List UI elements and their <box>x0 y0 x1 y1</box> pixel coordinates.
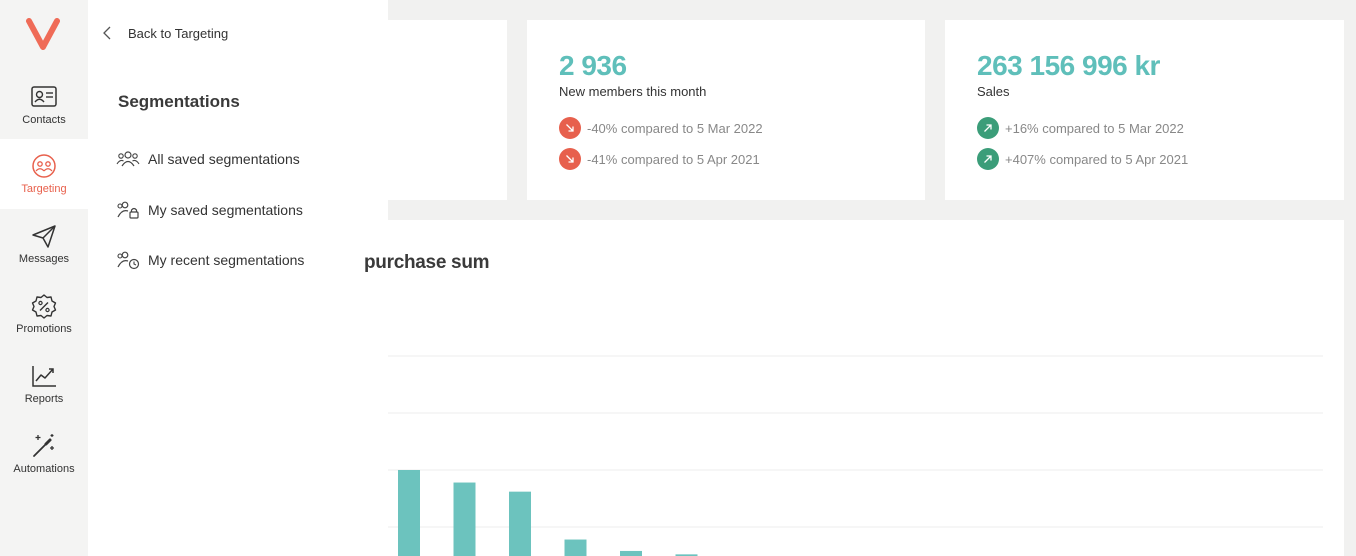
nav-reports-label: Reports <box>24 393 64 405</box>
nav-targeting-label: Targeting <box>21 183 67 195</box>
my-saved-segmentations-link[interactable]: My saved segmentations <box>116 199 303 221</box>
chevron-left-icon <box>103 26 111 40</box>
nav-rail: Contacts Targeting Messages Promotions <box>0 0 88 556</box>
comparison-row: -41% compared to 5 Apr 2021 <box>559 148 760 170</box>
nav-promotions[interactable]: Promotions <box>0 279 88 349</box>
chart-line-icon <box>32 366 56 387</box>
comparison-text: +16% compared to 5 Mar 2022 <box>1005 120 1184 136</box>
users-lock-icon <box>117 201 139 219</box>
logo-icon[interactable] <box>26 18 60 50</box>
my-recent-segmentations-link[interactable]: My recent segmentations <box>116 249 304 271</box>
sales-value: 263 156 996 kr <box>977 50 1160 81</box>
seg-item-label: All saved segmentations <box>148 151 300 167</box>
seg-item-label: My recent segmentations <box>148 252 305 268</box>
chart-bar[interactable] <box>509 491 531 556</box>
contacts-icon <box>31 86 57 107</box>
chart-bar[interactable] <box>398 470 420 556</box>
comparison-row: +407% compared to 5 Apr 2021 <box>977 148 1188 170</box>
all-saved-segmentations-link[interactable]: All saved segmentations <box>116 148 300 170</box>
trend-up-icon <box>977 117 999 139</box>
comparison-text: -41% compared to 5 Apr 2021 <box>587 151 760 167</box>
nav-automations-label: Automations <box>13 463 75 475</box>
comparison-text: +407% compared to 5 Apr 2021 <box>1005 151 1189 167</box>
targeting-icon <box>32 154 56 178</box>
new-members-label: New members this month <box>559 84 707 99</box>
users-clock-icon <box>117 251 140 270</box>
comparison-text: -40% compared to 5 Mar 2022 <box>587 120 763 136</box>
users-group-icon <box>116 151 140 167</box>
panel-title: Segmentations <box>118 92 240 111</box>
stat-card-hidden <box>388 20 507 200</box>
new-members-card: 2 936 New members this month -40% compar… <box>527 20 925 200</box>
trend-up-icon <box>977 148 999 170</box>
chart-bar[interactable] <box>675 554 698 556</box>
nav-messages[interactable]: Messages <box>0 209 88 279</box>
new-members-value: 2 936 <box>559 50 627 81</box>
back-to-targeting-link[interactable]: Back to Targeting <box>100 22 228 44</box>
seg-item-label: My saved segmentations <box>148 202 303 218</box>
percent-badge-icon <box>31 294 57 319</box>
chart-bar[interactable] <box>453 482 476 556</box>
nav-targeting[interactable]: Targeting <box>0 139 88 209</box>
comparison-row: -40% compared to 5 Mar 2022 <box>559 117 763 139</box>
chart-bar[interactable] <box>564 539 587 556</box>
nav-promotions-label: Promotions <box>16 323 72 335</box>
trend-down-icon <box>559 148 581 170</box>
segmentations-panel: Back to Targeting Segmentations All save… <box>88 0 388 556</box>
back-label: Back to Targeting <box>128 25 229 41</box>
magic-wand-icon <box>33 434 54 457</box>
nav-automations[interactable]: Automations <box>0 419 88 489</box>
purchase-sum-chart <box>388 355 1323 556</box>
sales-card: 263 156 996 kr Sales +16% compared to 5 … <box>945 20 1344 200</box>
chart-title: purchase sum <box>364 252 490 273</box>
nav-messages-label: Messages <box>18 253 70 265</box>
nav-contacts[interactable]: Contacts <box>0 70 88 140</box>
nav-contacts-label: Contacts <box>22 114 66 126</box>
purchase-sum-chart-card: purchase sum <box>364 220 1344 556</box>
nav-reports[interactable]: Reports <box>0 349 88 419</box>
trend-down-icon <box>559 117 581 139</box>
sales-label: Sales <box>977 84 1010 99</box>
comparison-row: +16% compared to 5 Mar 2022 <box>977 117 1184 139</box>
chart-bar[interactable] <box>620 550 642 556</box>
paper-plane-icon <box>32 225 56 248</box>
